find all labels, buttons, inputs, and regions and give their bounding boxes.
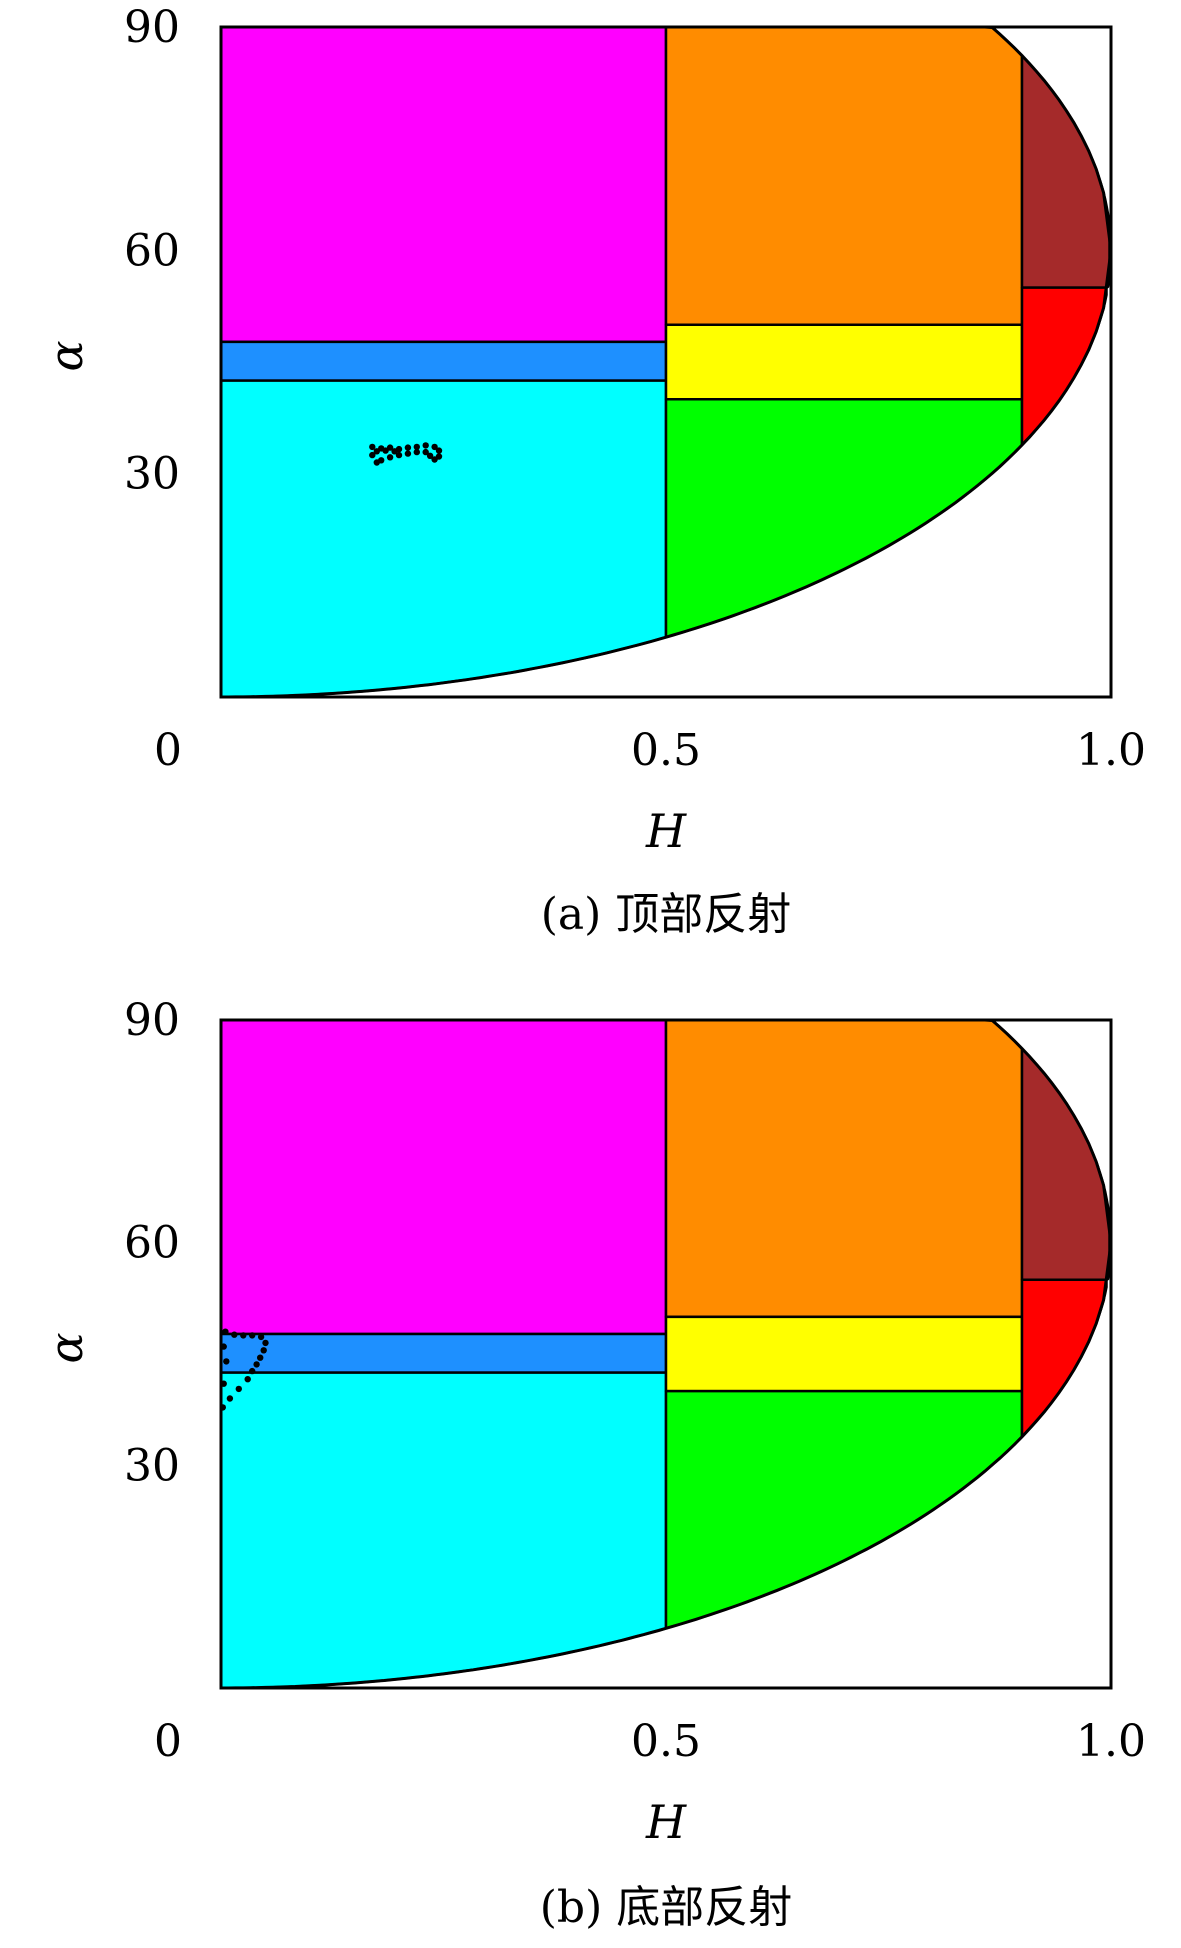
y-tick-group: 30 60 90	[124, 995, 180, 1491]
y-tick-label: 30	[124, 1440, 180, 1491]
zone-magenta	[219, 1018, 668, 1336]
data-point	[231, 1331, 238, 1338]
data-point	[219, 1404, 226, 1411]
zone-red	[1020, 286, 1108, 447]
zone-yellow	[664, 1315, 1024, 1393]
panel-caption: (b) 底部反射	[540, 1882, 792, 1933]
zone-orange	[664, 1018, 1024, 1319]
chart-panel-a: 30 60 90 0 0.5 1.0 α H (a) 顶部反射	[39, 2, 1146, 940]
data-point	[223, 1358, 230, 1365]
data-point	[431, 456, 438, 463]
y-axis-label: α	[39, 1332, 93, 1363]
data-point	[373, 459, 380, 466]
y-tick-label: 90	[124, 2, 180, 53]
y-tick-label: 60	[124, 1218, 180, 1269]
data-point	[426, 452, 434, 459]
x-tick-label: 0	[154, 1716, 182, 1767]
data-point	[386, 454, 394, 461]
x-tick-label: 0.5	[631, 725, 701, 776]
data-point	[431, 443, 438, 451]
chart-panel-b: 30 60 90 0 0.5 1.0 α H (b) 底部反射	[39, 995, 1146, 1933]
data-point-group	[369, 442, 443, 466]
data-point	[226, 1395, 234, 1402]
data-point	[369, 451, 376, 459]
data-point	[257, 1333, 265, 1341]
zone-red	[1020, 1278, 1108, 1439]
x-axis-label: H	[645, 804, 687, 858]
x-tick-group: 0 0.5 1.0	[154, 1716, 1146, 1767]
zone-group	[219, 1018, 1111, 1690]
y-tick-label: 30	[124, 449, 180, 500]
data-point	[404, 444, 412, 451]
y-tick-label: 60	[124, 225, 180, 276]
plot-frame	[219, 1018, 1113, 1690]
data-point	[249, 1332, 256, 1339]
data-point	[404, 450, 412, 457]
data-point	[240, 1332, 247, 1339]
data-point	[435, 447, 443, 454]
x-axis-label: H	[645, 1795, 687, 1849]
data-point	[413, 448, 420, 456]
zone-cyan	[219, 1371, 668, 1690]
zone-green	[664, 397, 1024, 639]
data-point	[386, 444, 394, 451]
data-point	[249, 1367, 256, 1375]
x-tick-label: 1.0	[1076, 1716, 1146, 1767]
data-point	[395, 451, 403, 459]
data-point	[222, 1328, 229, 1335]
panel-caption: (a) 顶部反射	[541, 889, 792, 940]
zone-green	[664, 1389, 1024, 1630]
data-point	[244, 1376, 251, 1383]
data-point	[262, 1339, 269, 1347]
zone-cyan	[219, 379, 668, 699]
plot-frame	[219, 25, 1113, 699]
zone-blue	[219, 1332, 668, 1374]
y-tick-label: 90	[124, 995, 180, 1046]
data-point	[220, 1380, 227, 1387]
data-point	[382, 447, 389, 454]
data-point	[413, 443, 420, 451]
data-point	[220, 1343, 227, 1350]
data-point	[422, 442, 429, 449]
data-point	[373, 448, 380, 455]
zone-blue	[219, 340, 668, 382]
data-point	[369, 443, 376, 451]
y-tick-group: 30 60 90	[124, 2, 180, 500]
data-point	[391, 448, 398, 455]
zone-orange	[664, 25, 1024, 327]
zone-group	[219, 25, 1111, 699]
data-point-group	[219, 1328, 269, 1411]
x-tick-label: 0.5	[631, 1716, 701, 1767]
x-tick-label: 1.0	[1076, 725, 1146, 776]
zone-magenta	[219, 25, 668, 344]
data-point	[253, 1361, 260, 1368]
data-point	[260, 1347, 267, 1354]
y-axis-label: α	[39, 340, 93, 371]
data-point	[257, 1354, 264, 1361]
data-point	[422, 448, 429, 456]
zone-yellow	[664, 323, 1024, 401]
data-point	[235, 1385, 242, 1393]
x-tick-group: 0 0.5 1.0	[154, 725, 1146, 776]
x-tick-label: 0	[154, 725, 182, 776]
